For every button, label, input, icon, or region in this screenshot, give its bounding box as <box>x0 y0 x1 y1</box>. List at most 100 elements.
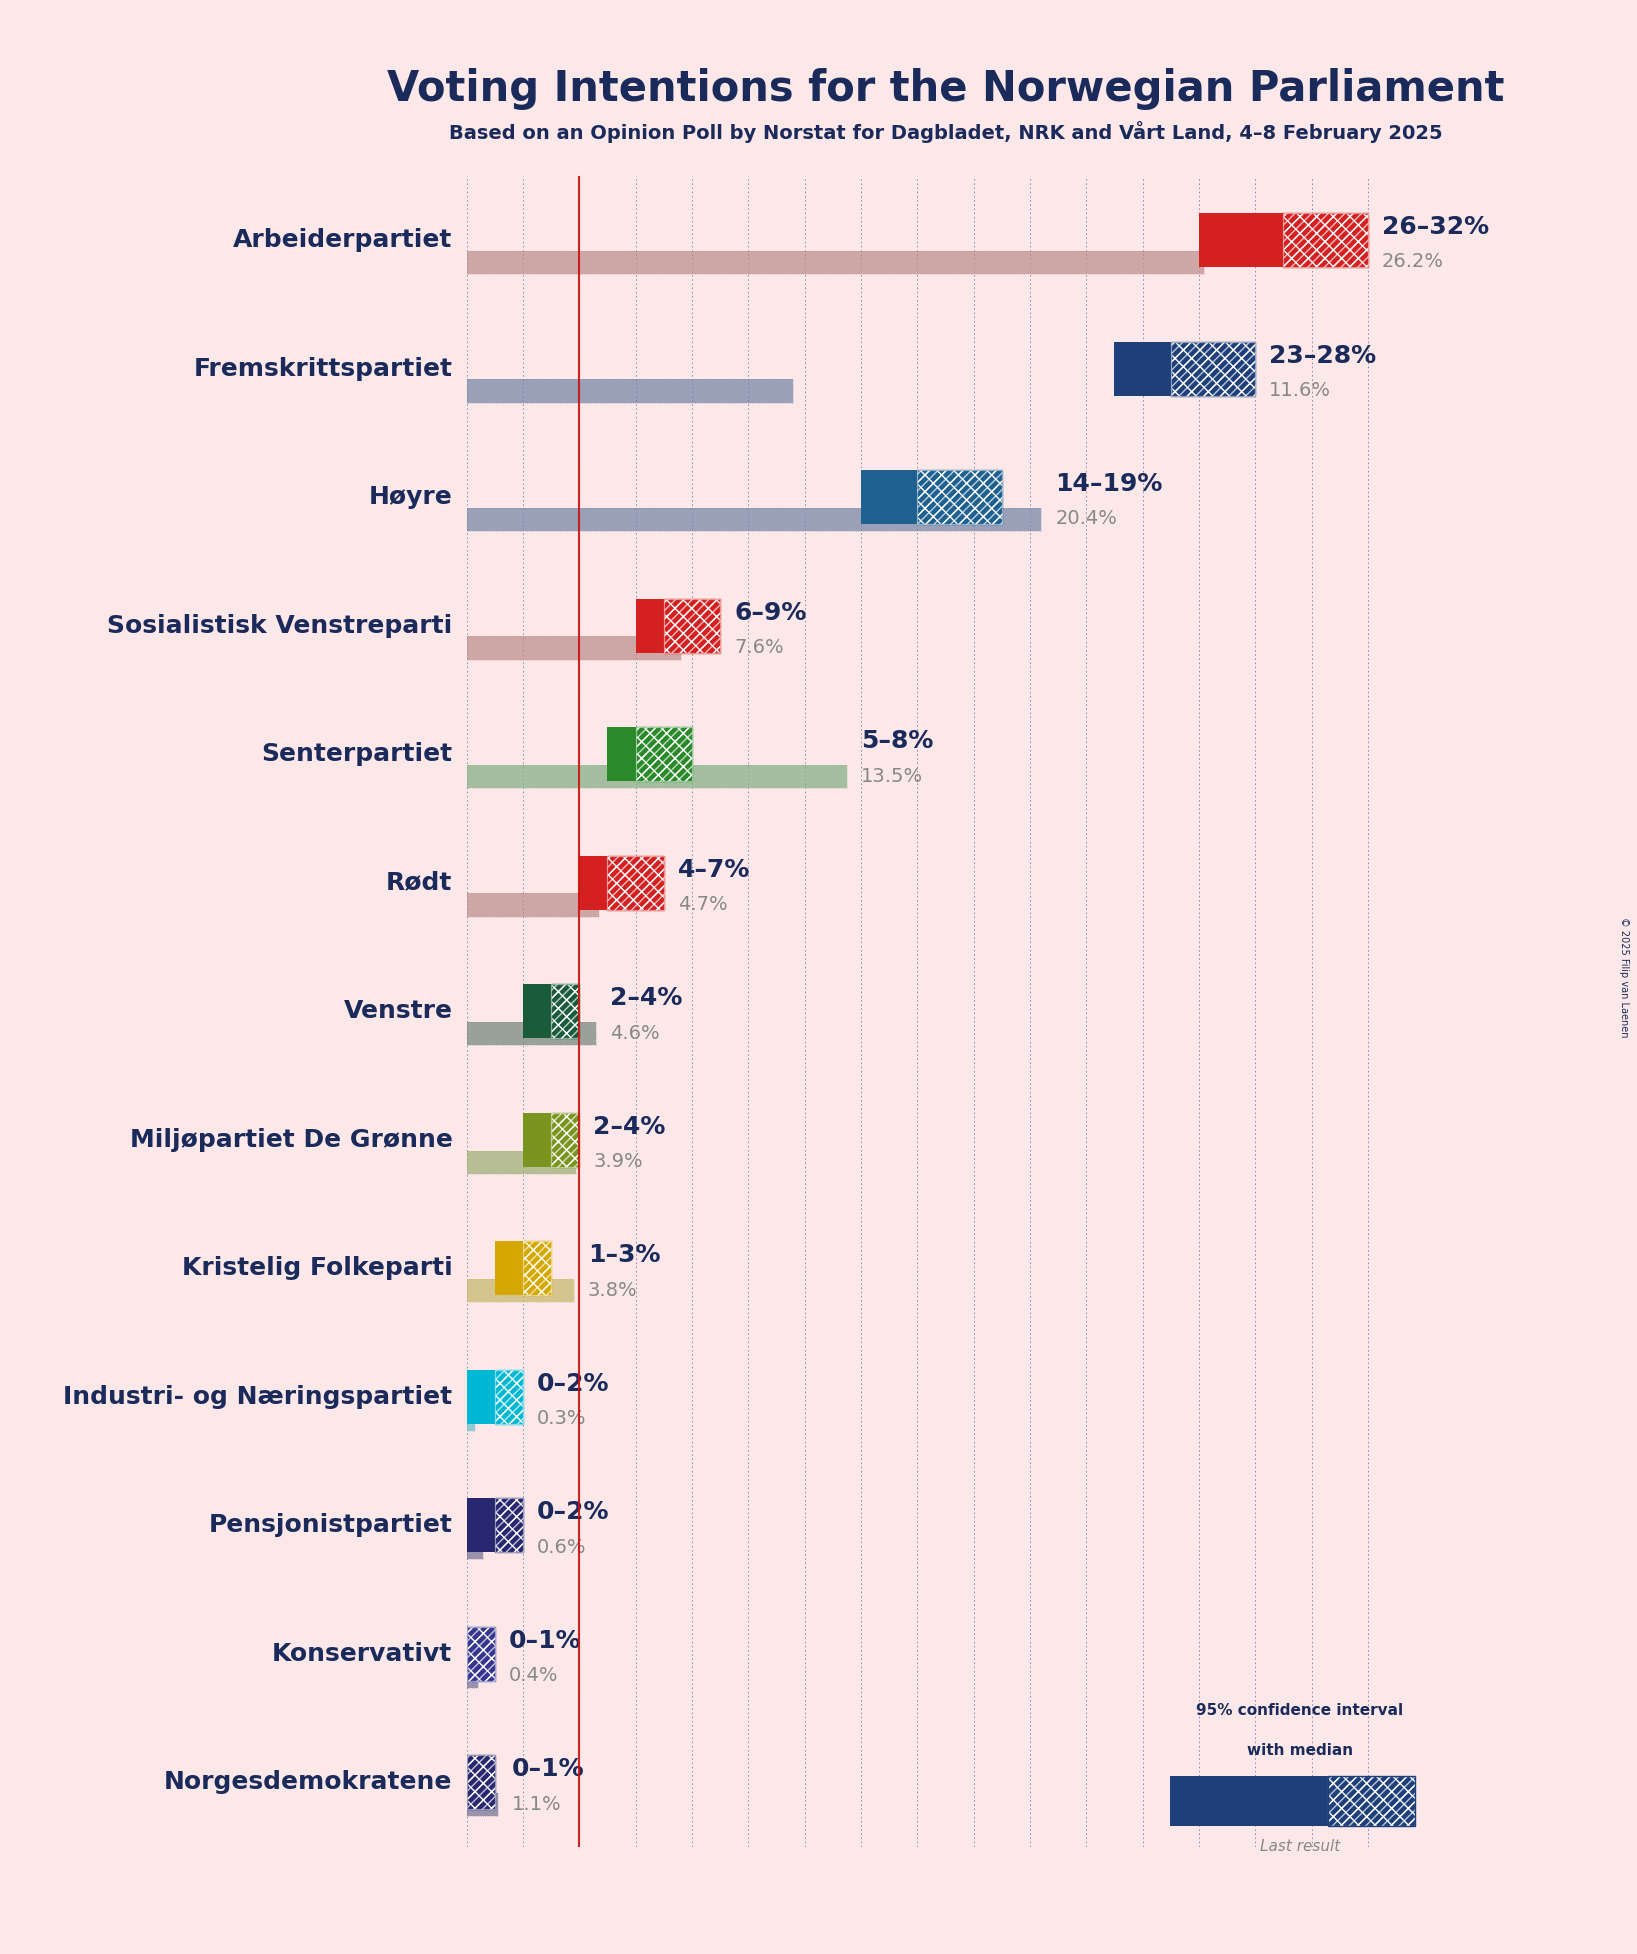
Bar <box>467 637 681 660</box>
Text: 0–2%: 0–2% <box>537 1372 609 1395</box>
Bar <box>494 1499 522 1551</box>
Bar <box>635 727 692 782</box>
Bar <box>663 598 720 653</box>
Text: Senterpartiet: Senterpartiet <box>262 743 452 766</box>
Bar <box>467 1794 498 1815</box>
Bar <box>663 598 720 653</box>
Bar <box>1170 1776 1328 1827</box>
Text: 3.8%: 3.8% <box>588 1280 637 1299</box>
Bar <box>494 1370 522 1424</box>
Bar <box>467 1755 494 1809</box>
Bar <box>467 1280 573 1301</box>
Text: © 2025 Filip van Laenen: © 2025 Filip van Laenen <box>1619 916 1629 1038</box>
Text: Voting Intentions for the Norwegian Parliament: Voting Intentions for the Norwegian Parl… <box>386 68 1504 109</box>
Bar <box>467 1499 494 1551</box>
Text: 2–4%: 2–4% <box>593 1116 666 1139</box>
Text: 1.1%: 1.1% <box>512 1794 561 1813</box>
Bar <box>494 1241 522 1296</box>
Bar <box>467 1665 478 1688</box>
Bar <box>663 598 720 653</box>
Bar <box>552 1112 579 1167</box>
Text: Industri- og Næringspartiet: Industri- og Næringspartiet <box>64 1385 452 1409</box>
Bar <box>1328 1776 1414 1827</box>
Bar <box>607 856 663 911</box>
Bar <box>467 1665 478 1688</box>
Bar <box>467 250 1205 274</box>
Text: 1–3%: 1–3% <box>588 1243 660 1268</box>
Text: 13.5%: 13.5% <box>861 766 923 786</box>
Bar <box>552 985 579 1038</box>
Bar <box>467 1022 596 1045</box>
Bar <box>1283 213 1369 268</box>
Bar <box>552 985 579 1038</box>
Bar <box>635 727 692 782</box>
Text: 0.3%: 0.3% <box>537 1409 586 1428</box>
Bar <box>1170 342 1256 395</box>
Text: 0.4%: 0.4% <box>509 1667 558 1684</box>
Bar <box>467 379 794 403</box>
Bar <box>522 1241 552 1296</box>
Bar <box>467 1022 596 1045</box>
Text: 0.6%: 0.6% <box>537 1538 586 1557</box>
Text: 26–32%: 26–32% <box>1382 215 1490 238</box>
Bar <box>467 893 599 916</box>
Bar <box>635 598 663 653</box>
Bar <box>635 727 692 782</box>
Bar <box>494 1499 522 1551</box>
Bar <box>1115 342 1170 395</box>
Text: Fremskrittspartiet: Fremskrittspartiet <box>193 358 452 381</box>
Text: 2–4%: 2–4% <box>611 987 683 1010</box>
Bar <box>1328 1776 1414 1827</box>
Bar <box>1170 342 1256 395</box>
Text: 4–7%: 4–7% <box>678 858 750 881</box>
Bar <box>467 1628 494 1680</box>
Bar <box>494 1370 522 1424</box>
Bar <box>467 379 794 403</box>
Bar <box>917 471 1002 524</box>
Bar <box>467 1628 494 1680</box>
Text: Norgesdemokratene: Norgesdemokratene <box>164 1770 452 1794</box>
Bar <box>552 1112 579 1167</box>
Bar <box>467 1280 573 1301</box>
Text: Based on an Opinion Poll by Norstat for Dagbladet, NRK and Vårt Land, 4–8 Februa: Based on an Opinion Poll by Norstat for … <box>449 121 1442 143</box>
Bar <box>1198 213 1283 268</box>
Bar <box>1283 213 1369 268</box>
Text: 11.6%: 11.6% <box>1269 381 1331 401</box>
Bar <box>467 1151 576 1174</box>
Text: Pensjonistpartiet: Pensjonistpartiet <box>208 1512 452 1538</box>
Bar <box>494 1370 522 1424</box>
Bar <box>1283 213 1369 268</box>
Bar <box>917 471 1002 524</box>
Bar <box>522 1112 552 1167</box>
Bar <box>552 985 579 1038</box>
Bar <box>467 1755 494 1809</box>
Bar <box>635 727 692 782</box>
Text: Kristelig Folkeparti: Kristelig Folkeparti <box>182 1256 452 1280</box>
Bar <box>467 1370 494 1424</box>
Bar <box>467 764 846 787</box>
Text: 0–1%: 0–1% <box>509 1630 581 1653</box>
Bar <box>522 985 552 1038</box>
Text: Arbeiderpartiet: Arbeiderpartiet <box>232 229 452 252</box>
Text: Konservativt: Konservativt <box>272 1641 452 1665</box>
Text: Høyre: Høyre <box>368 485 452 510</box>
Text: 14–19%: 14–19% <box>1056 473 1162 496</box>
Bar <box>467 1628 494 1680</box>
Bar <box>467 508 1041 531</box>
Bar <box>522 1241 552 1296</box>
Bar <box>467 764 846 787</box>
Bar <box>917 471 1002 524</box>
Text: 7.6%: 7.6% <box>733 639 784 657</box>
Bar <box>467 893 599 916</box>
Bar <box>467 1755 494 1809</box>
Bar <box>467 1407 475 1430</box>
Bar <box>1328 1776 1414 1827</box>
Bar <box>1170 342 1256 395</box>
Text: 20.4%: 20.4% <box>1056 510 1116 528</box>
Text: 26.2%: 26.2% <box>1382 252 1444 272</box>
Text: 4.6%: 4.6% <box>611 1024 660 1043</box>
Text: Miljøpartiet De Grønne: Miljøpartiet De Grønne <box>129 1127 452 1151</box>
Text: 4.7%: 4.7% <box>678 895 727 914</box>
Bar <box>467 1536 483 1559</box>
Bar <box>579 856 607 911</box>
